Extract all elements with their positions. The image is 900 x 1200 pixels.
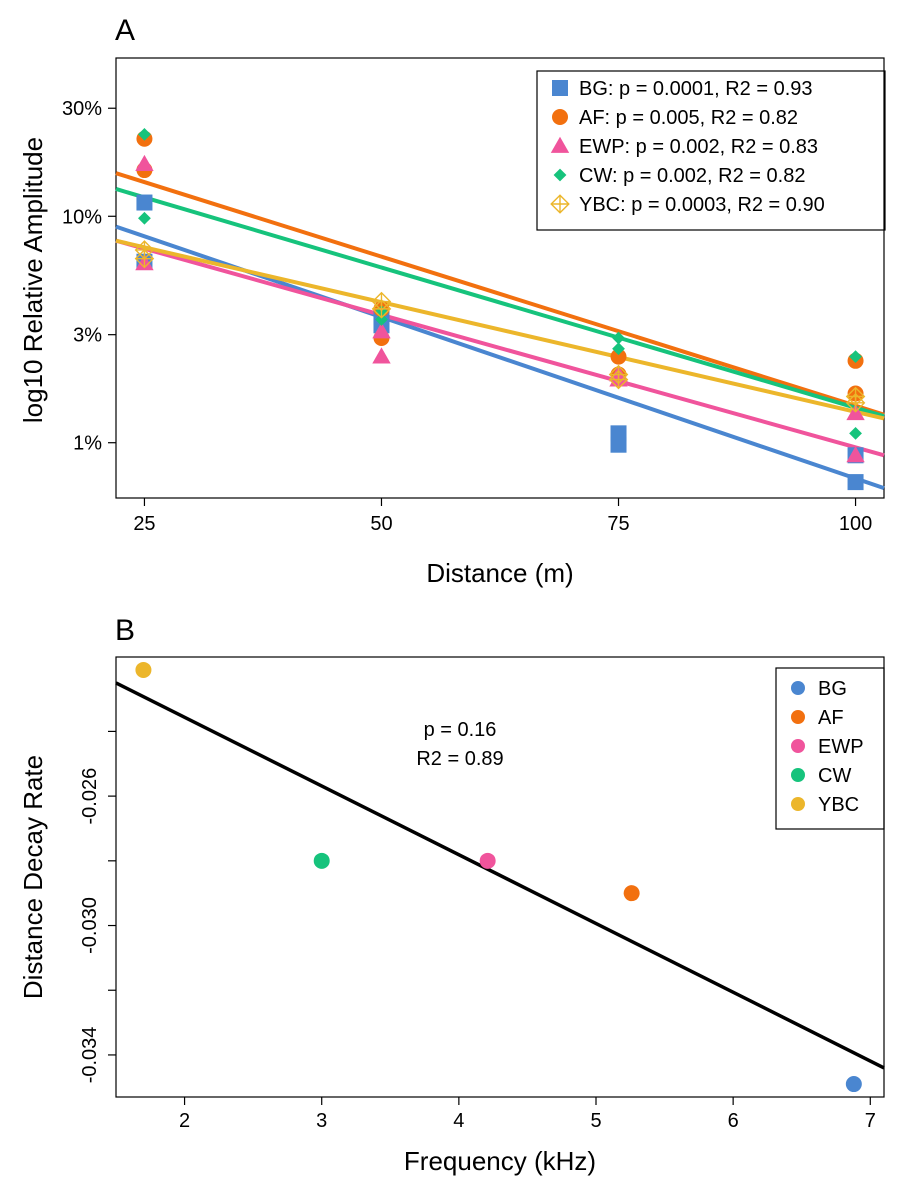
legend-label-bg: BG: p = 0.0001, R2 = 0.93	[579, 78, 813, 100]
point-cw	[138, 211, 151, 225]
panel-b-label: B	[115, 614, 135, 647]
point-ybc	[135, 661, 152, 678]
panel-b-fit-line	[115, 681, 885, 1070]
panel-b-y-tick-label: -0.034	[79, 1027, 101, 1084]
point-cw	[849, 426, 862, 440]
panel-b-x-tick-label: 2	[179, 1110, 190, 1132]
panel-a-x-axis-title: Distance (m)	[426, 558, 573, 588]
point-ewp	[846, 446, 865, 463]
panel-b-y-axis: -0.034 -0.030 -0.026	[79, 730, 116, 1084]
panel-a-legend-box	[536, 70, 886, 231]
panel-b-legend-box	[775, 667, 885, 830]
panel-b-y-tick-label: -0.026	[79, 768, 101, 825]
legend-marker-af	[791, 710, 805, 724]
point-bg	[136, 194, 153, 211]
fit-line-ewp	[115, 238, 885, 458]
point-ewp	[135, 154, 154, 171]
panel-a-x-tick-label: 75	[607, 513, 629, 535]
point-ybc	[371, 299, 392, 319]
legend-marker-ewp	[550, 136, 570, 153]
point-cw	[612, 342, 625, 356]
panel-b-y-axis-title: Distance Decay Rate	[18, 755, 48, 999]
panel-a-label: A	[115, 14, 135, 47]
point-ewp	[372, 347, 391, 364]
legend-marker-cw	[553, 168, 567, 182]
legend-label-ybc: YBC	[818, 794, 859, 816]
panel-a-x-tick-label: 50	[370, 513, 392, 535]
panel-b-x-tick-label: 4	[453, 1110, 464, 1132]
point-cw	[612, 331, 625, 345]
fit-line-af	[115, 171, 885, 417]
panel-a-y-axis: 1% 3% 10% 30%	[62, 98, 116, 455]
panel-b-points	[135, 661, 862, 1093]
point-ybc	[608, 369, 629, 390]
panel-b-y-tick-label: -0.030	[79, 897, 101, 954]
point-ybc	[845, 393, 866, 413]
panel-b-x-tick-label: 6	[728, 1110, 739, 1132]
legend-marker-ybc	[791, 797, 805, 811]
panel-b-x-tick-label: 5	[590, 1110, 601, 1132]
panel-a-fit-lines	[115, 171, 885, 491]
panel-a-legend: BG: p = 0.0001, R2 = 0.93 AF: p = 0.005, …	[536, 70, 886, 231]
point-cw	[375, 313, 388, 326]
legend-marker-ewp	[791, 739, 805, 753]
legend-label-af: AF	[818, 707, 844, 729]
panel-a-x-axis: 25 50 75 100	[133, 498, 872, 535]
point-ybc	[134, 248, 155, 269]
panel-a-y-tick-label: 3%	[73, 325, 102, 347]
legend-label-cw: CW: p = 0.002, R2 = 0.82	[579, 165, 805, 187]
point-cw	[313, 852, 330, 869]
legend-marker-ybc	[550, 194, 570, 214]
panel-a-y-axis-title: log10 Relative Amplitude	[18, 137, 48, 423]
panel-b-plot-frame	[115, 656, 885, 1098]
legend-label-bg: BG	[818, 678, 847, 700]
legend-marker-bg	[791, 681, 805, 695]
panel-a: A 1% 3% 10% 30% 25 50 75 100 Distance (m) log1…	[18, 14, 886, 588]
fit-line-ybc	[115, 238, 885, 421]
fit-line-cw	[115, 187, 885, 419]
point-af	[623, 885, 640, 902]
panel-a-plot-frame	[115, 57, 885, 499]
point-ewp	[372, 322, 391, 339]
legend-label-ewp: EWP: p = 0.002, R2 = 0.83	[579, 136, 818, 158]
point-cw	[138, 127, 151, 141]
panel-b-x-tick-label: 7	[865, 1110, 876, 1132]
point-af	[610, 348, 627, 365]
panel-b-x-axis-title: Frequency (kHz)	[404, 1146, 596, 1176]
panel-a-y-tick-label: 30%	[62, 98, 102, 120]
legend-label-ybc: YBC: p = 0.0003, R2 = 0.90	[579, 194, 825, 216]
panel-b-p-value: p = 0.16	[424, 719, 497, 741]
legend-marker-af	[552, 109, 568, 125]
panel-b-regression-line	[115, 681, 885, 1070]
legend-marker-bg	[552, 80, 568, 96]
point-ewp	[479, 852, 496, 869]
panel-a-y-tick-label: 1%	[73, 433, 102, 455]
point-cw	[849, 350, 862, 364]
panel-a-x-tick-label: 25	[133, 513, 155, 535]
legend-label-cw: CW	[818, 765, 851, 787]
point-bg	[610, 436, 627, 453]
panel-b: B -0.034 -0.030 -0.026 2 3 4 5 6 7 p = 0.16 R2 …	[18, 614, 885, 1176]
point-bg	[847, 474, 864, 491]
panel-a-x-tick-label: 100	[839, 513, 872, 535]
legend-marker-cw	[791, 768, 805, 782]
point-bg	[845, 1076, 862, 1093]
panel-b-legend: BG AF EWP CW YBC	[775, 667, 885, 830]
legend-label-af: AF: p = 0.005, R2 = 0.82	[579, 107, 798, 129]
panel-b-x-tick-label: 3	[316, 1110, 327, 1132]
panel-a-y-tick-label: 10%	[62, 206, 102, 228]
legend-label-ewp: EWP	[818, 736, 864, 758]
panel-b-x-axis: 2 3 4 5 6 7	[179, 1097, 876, 1132]
panel-b-r2-value: R2 = 0.89	[416, 748, 503, 770]
panel-a-points	[134, 127, 866, 491]
